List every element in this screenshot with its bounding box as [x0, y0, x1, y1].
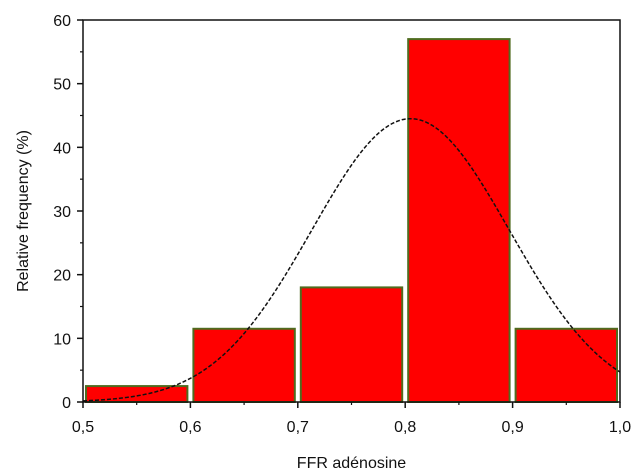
y-tick-label: 30 — [53, 204, 71, 221]
x-tick-label: 0,6 — [179, 419, 201, 436]
y-tick-label: 50 — [53, 77, 71, 94]
x-tick-label: 0,9 — [501, 419, 523, 436]
fit-curve-layer — [82, 117, 621, 402]
histogram-bar — [192, 327, 296, 403]
y-tick-label: 10 — [53, 331, 71, 348]
y-tick-label: 0 — [62, 395, 71, 412]
x-tick-label: 1,0 — [609, 419, 631, 436]
histogram-bar — [514, 327, 618, 403]
y-tick-label: 40 — [53, 140, 71, 157]
histogram-bar — [299, 286, 404, 403]
x-tick-label: 0,5 — [72, 419, 94, 436]
bars-layer — [85, 38, 618, 404]
histogram-bar — [407, 38, 511, 403]
fit-curve — [82, 117, 621, 402]
y-tick-label: 20 — [53, 268, 71, 285]
x-tick-label: 0,8 — [394, 419, 416, 436]
y-axis-title: Relative frequency (%) — [15, 130, 32, 292]
y-tick-label: 60 — [53, 13, 71, 30]
x-axis-title: FFR adénosine — [297, 455, 406, 472]
ticks-layer: 0,5 0,6 0,7 0,8 0,9 1,0 0 10 20 30 40 50 60 — [53, 13, 631, 436]
x-tick-label: 0,7 — [287, 419, 309, 436]
